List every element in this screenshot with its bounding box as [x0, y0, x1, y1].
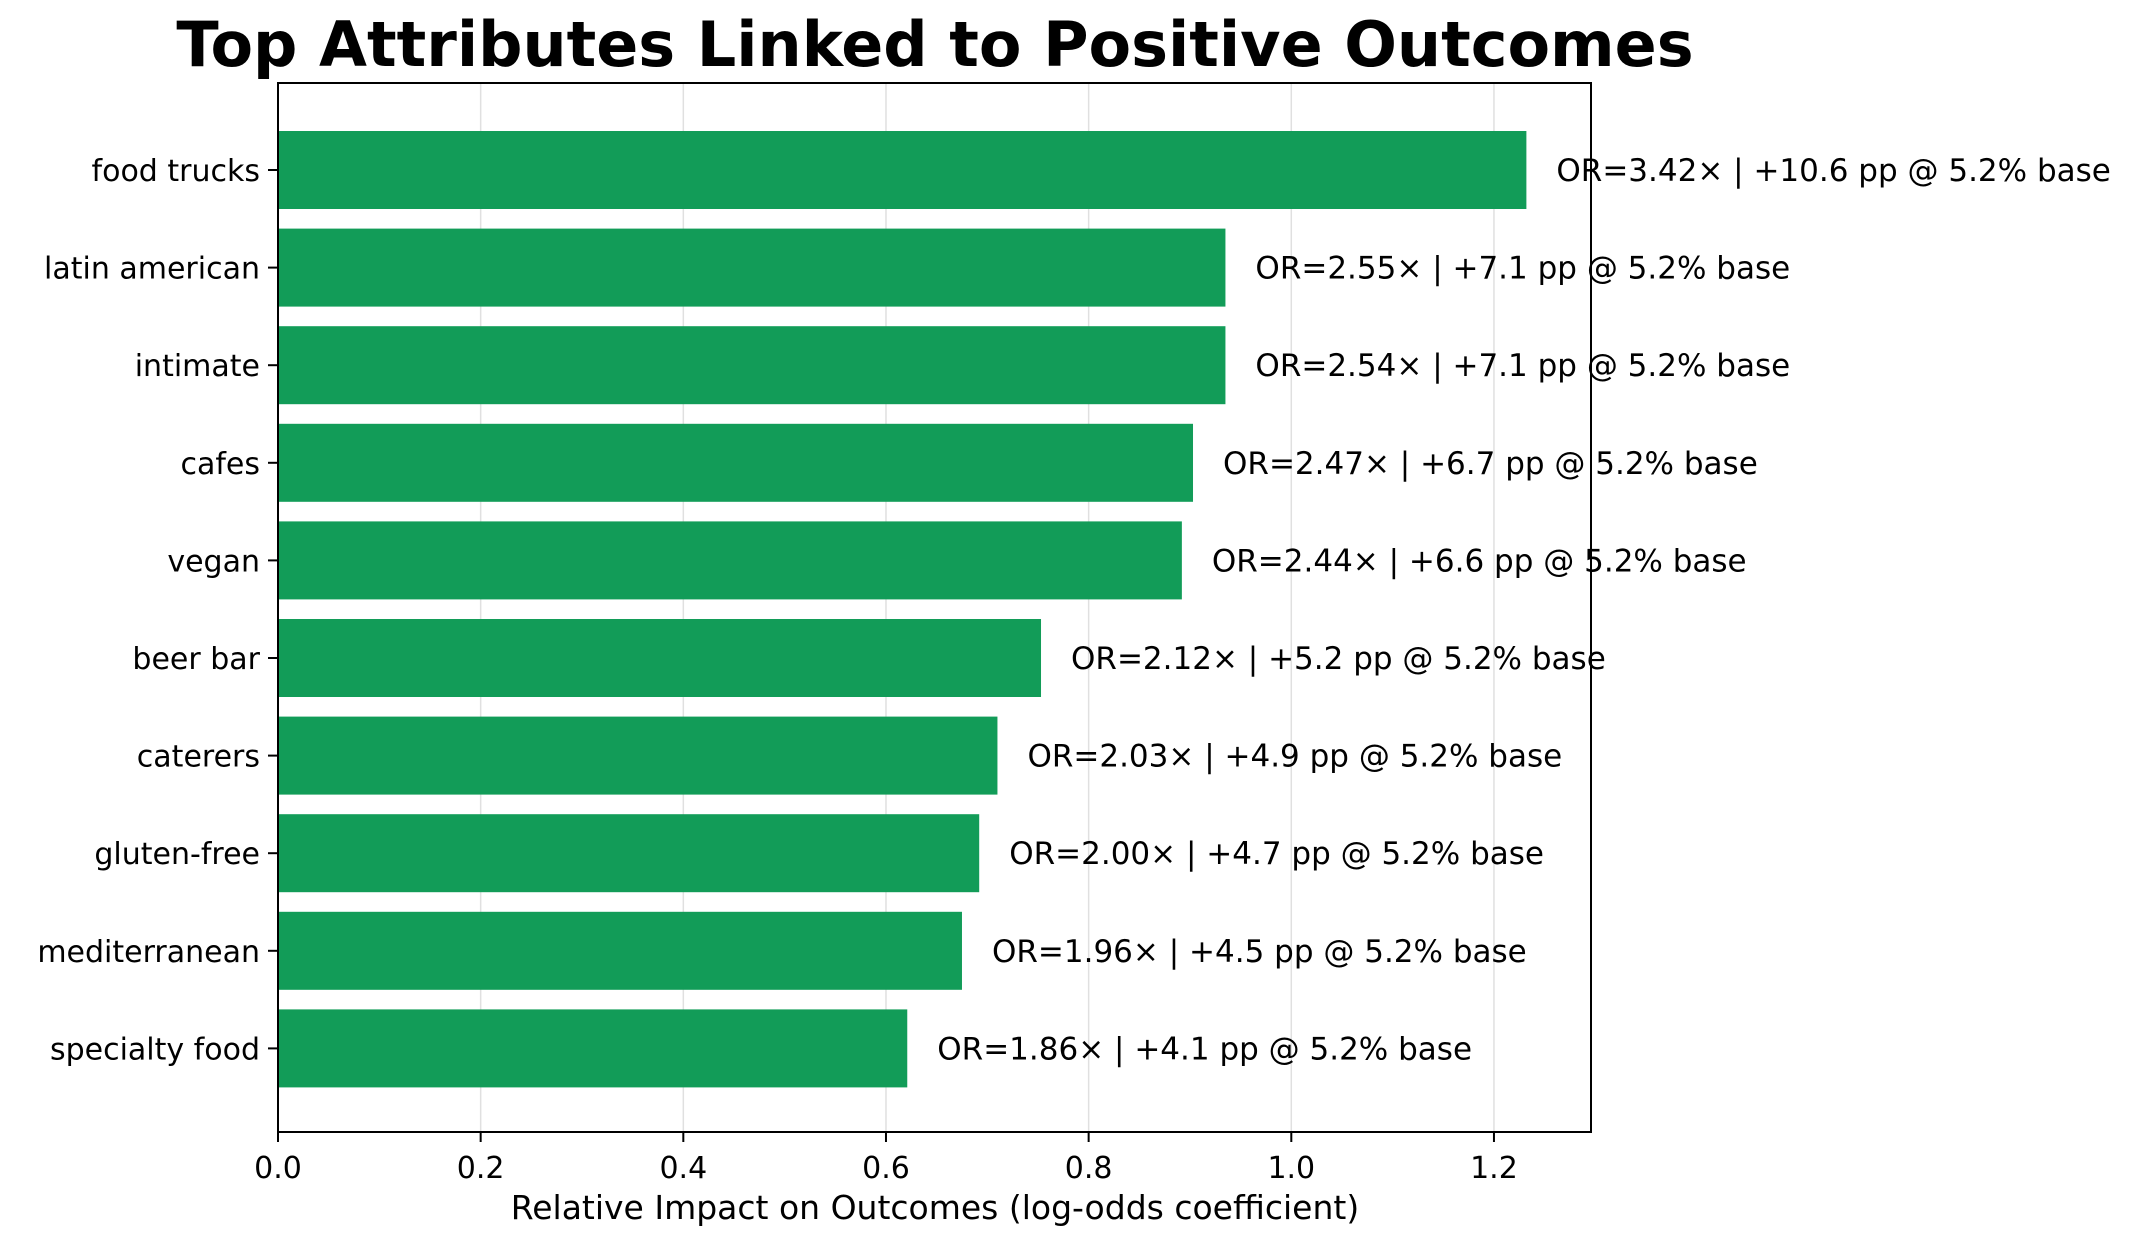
bar	[278, 619, 1042, 697]
bar	[278, 228, 1226, 307]
data-labels: OR=3.42× | +10.6 pp @ 5.2% base OR=2.55× …	[937, 153, 2111, 1067]
y-tick-label: beer bar	[132, 642, 260, 677]
y-tick-label: intimate	[135, 349, 260, 384]
x-axis-ticks: 0.0 0.2 0.4 0.6 0.8 1.0 1.2	[254, 1132, 1518, 1186]
x-tick-label: 1.2	[1470, 1151, 1518, 1186]
x-tick-label: 0.4	[659, 1151, 707, 1186]
y-tick-label: cafes	[180, 447, 260, 482]
x-tick-label: 0.8	[1065, 1151, 1113, 1186]
x-tick-label: 0.2	[457, 1151, 505, 1186]
bar-data-label: OR=2.55× | +7.1 pp @ 5.2% base	[1255, 251, 1790, 287]
bar-data-label: OR=2.47× | +6.7 pp @ 5.2% base	[1223, 446, 1758, 482]
y-tick-label: mediterranean	[37, 935, 260, 970]
x-tick-label: 1.0	[1267, 1151, 1315, 1186]
bar-data-label: OR=1.86× | +4.1 pp @ 5.2% base	[937, 1031, 1472, 1067]
x-tick-label: 0.0	[254, 1151, 302, 1186]
bar-data-label: OR=2.54× | +7.1 pp @ 5.2% base	[1255, 348, 1790, 384]
bar	[278, 716, 998, 795]
x-axis-label: Relative Impact on Outcomes (log-odds co…	[511, 1188, 1359, 1227]
bar	[278, 131, 1527, 209]
bar	[278, 814, 980, 893]
y-tick-label: vegan	[167, 544, 260, 579]
bar-data-label: OR=1.96× | +4.5 pp @ 5.2% base	[992, 934, 1527, 970]
y-tick-label: specialty food	[50, 1032, 260, 1067]
bar-data-label: OR=3.42× | +10.6 pp @ 5.2% base	[1556, 153, 2111, 189]
bar	[278, 423, 1194, 502]
bar	[278, 521, 1182, 600]
bar	[278, 911, 962, 990]
bar-data-label: OR=2.00× | +4.7 pp @ 5.2% base	[1009, 836, 1544, 872]
bars	[278, 131, 1527, 1088]
y-axis-ticks: food trucks latin american intimate cafes ve…	[37, 154, 278, 1067]
bar	[278, 326, 1226, 405]
chart-title: Top Attributes Linked to Positive Outcom…	[176, 8, 1693, 81]
x-tick-label: 0.6	[862, 1151, 910, 1186]
plot-frame	[277, 82, 1592, 1133]
y-tick-label: latin american	[44, 252, 260, 287]
y-tick-label: food trucks	[92, 154, 260, 189]
bar-data-label: OR=2.12× | +5.2 pp @ 5.2% base	[1071, 641, 1606, 677]
y-tick-label: gluten-free	[94, 837, 260, 872]
bar-data-label: OR=2.03× | +4.9 pp @ 5.2% base	[1027, 739, 1562, 775]
bar	[278, 1009, 908, 1088]
bar-data-label: OR=2.44× | +6.6 pp @ 5.2% base	[1212, 543, 1747, 579]
y-tick-label: caterers	[137, 740, 260, 775]
